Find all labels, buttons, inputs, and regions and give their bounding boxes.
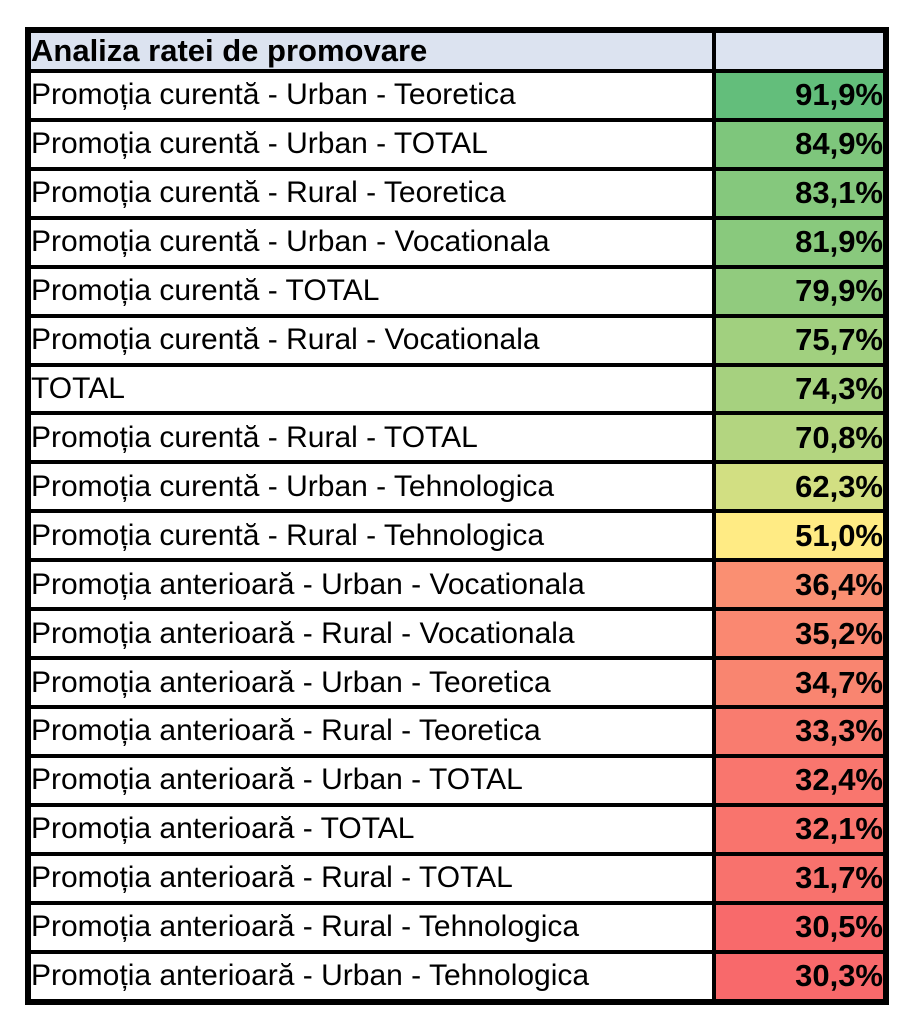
row-value: 84,9% xyxy=(712,117,888,171)
row-label: Promoția anterioară - Urban - Tehnologic… xyxy=(26,949,716,1005)
row-label: Promoția curentă - Urban - Tehnologica xyxy=(26,460,716,514)
table-row: TOTAL 74,3% xyxy=(26,362,888,416)
row-value: 81,9% xyxy=(712,215,888,269)
row-value: 33,3% xyxy=(712,704,888,758)
row-label: Promoția anterioară - Rural - TOTAL xyxy=(26,851,716,905)
table-row: Promoția curentă - Rural - Tehnologica 5… xyxy=(26,509,888,563)
table-row: Promoția curentă - Rural - Vocationala 7… xyxy=(26,313,888,367)
table-row: Promoția curentă - Urban - Vocationala 8… xyxy=(26,215,888,269)
table-row: Promoția curentă - TOTAL 79,9% xyxy=(26,264,888,318)
table-row: Promoția anterioară - Urban - Vocational… xyxy=(26,558,888,612)
row-label: Promoția curentă - Urban - TOTAL xyxy=(26,117,716,171)
row-value: 79,9% xyxy=(712,264,888,318)
table-row: Promoția curentă - Rural - TOTAL 70,8% xyxy=(26,411,888,465)
table-row: Promoția anterioară - Rural - Teoretica … xyxy=(26,704,888,758)
row-value: 70,8% xyxy=(712,411,888,465)
row-label: Promoția curentă - Urban - Vocationala xyxy=(26,215,716,269)
row-label: Promoția anterioară - Rural - Vocational… xyxy=(26,607,716,661)
row-label: Promoția curentă - Rural - Tehnologica xyxy=(26,509,716,563)
row-label: Promoția anterioară - Rural - Tehnologic… xyxy=(26,900,716,954)
header-row: Analiza ratei de promovare xyxy=(26,28,888,73)
header-value-cell xyxy=(712,28,888,73)
row-value: 31,7% xyxy=(712,851,888,905)
row-label: Promoția curentă - Rural - Teoretica xyxy=(26,166,716,220)
table-row: Promoția anterioară - Rural - Tehnologic… xyxy=(26,900,888,954)
row-value: 75,7% xyxy=(712,313,888,367)
table-row: Promoția anterioară - Rural - TOTAL 31,7… xyxy=(26,851,888,905)
row-value: 83,1% xyxy=(712,166,888,220)
row-label: Promoția curentă - Rural - TOTAL xyxy=(26,411,716,465)
row-label: Promoția curentă - Rural - Vocationala xyxy=(26,313,716,367)
row-label: Promoția anterioară - TOTAL xyxy=(26,802,716,856)
row-label: TOTAL xyxy=(26,362,716,416)
row-label: Promoția anterioară - Urban - Teoretica xyxy=(26,656,716,709)
table-row: Promoția anterioară - Urban - TOTAL 32,4… xyxy=(26,753,888,807)
row-value: 74,3% xyxy=(712,362,888,416)
row-value: 91,9% xyxy=(712,69,888,122)
row-label: Promoția anterioară - Urban - TOTAL xyxy=(26,753,716,807)
row-label: Promoția anterioară - Urban - Vocational… xyxy=(26,558,716,612)
promotion-rate-table: Analiza ratei de promovare Promoția cure… xyxy=(25,27,889,1005)
table-row: Promoția anterioară - Urban - Tehnologic… xyxy=(26,949,888,1005)
table-row: Promoția anterioară - Rural - Vocational… xyxy=(26,607,888,661)
row-value: 62,3% xyxy=(712,460,888,514)
row-value: 32,1% xyxy=(712,802,888,856)
row-value: 32,4% xyxy=(712,753,888,807)
row-value: 30,5% xyxy=(712,900,888,954)
table-row: Promoția curentă - Urban - Tehnologica 6… xyxy=(26,460,888,514)
table-row: Promoția anterioară - TOTAL 32,1% xyxy=(26,802,888,856)
table-body: Promoția curentă - Urban - Teoretica 91,… xyxy=(26,69,888,1005)
row-value: 36,4% xyxy=(712,558,888,612)
table-row: Promoția anterioară - Urban - Teoretica … xyxy=(26,656,888,709)
row-label: Promoția curentă - Urban - Teoretica xyxy=(26,69,716,122)
row-label: Promoția anterioară - Rural - Teoretica xyxy=(26,704,716,758)
table-title: Analiza ratei de promovare xyxy=(26,28,716,73)
row-label: Promoția curentă - TOTAL xyxy=(26,264,716,318)
row-value: 35,2% xyxy=(712,607,888,661)
table-row: Promoția curentă - Urban - Teoretica 91,… xyxy=(26,69,888,122)
table-row: Promoția curentă - Urban - TOTAL 84,9% xyxy=(26,117,888,171)
row-value: 30,3% xyxy=(712,949,888,1005)
row-value: 34,7% xyxy=(712,656,888,709)
table-row: Promoția curentă - Rural - Teoretica 83,… xyxy=(26,166,888,220)
row-value: 51,0% xyxy=(712,509,888,563)
